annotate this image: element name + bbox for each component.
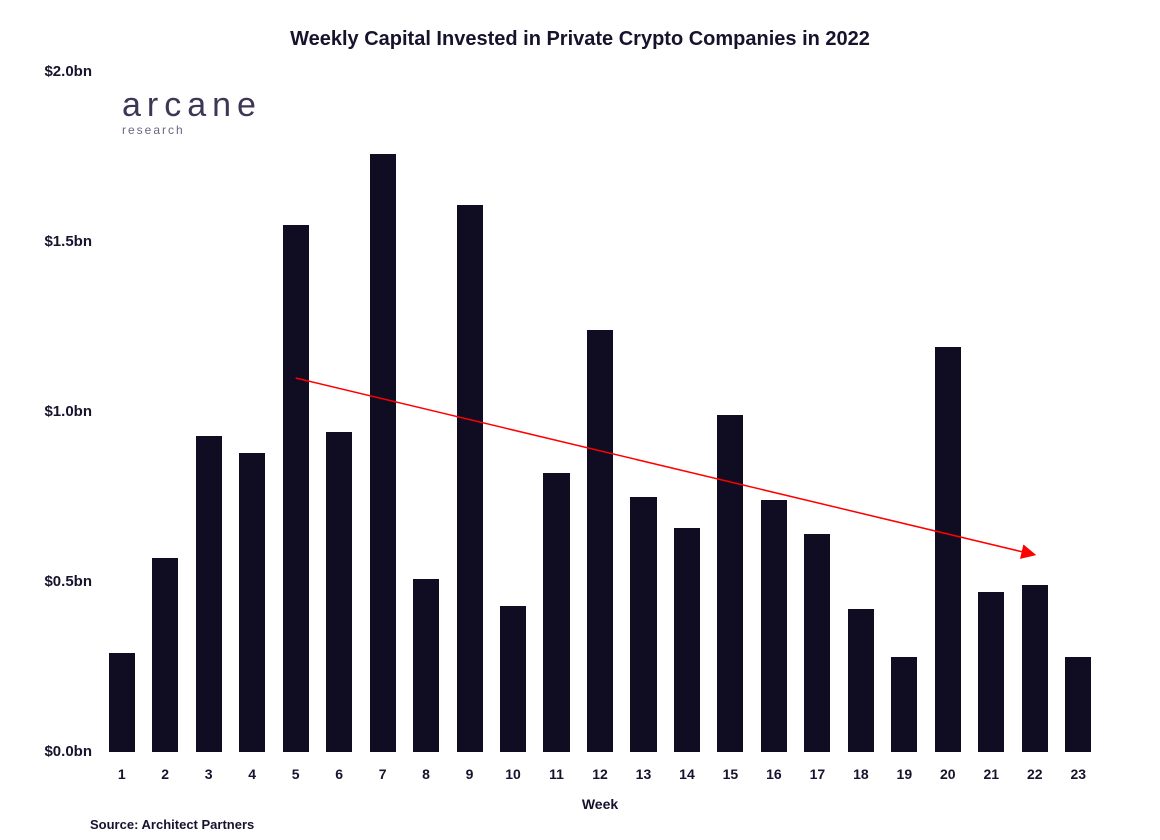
x-tick-label: 13 (636, 766, 652, 782)
source-label: Source: Architect Partners (90, 817, 254, 832)
bar (891, 657, 917, 752)
x-tick-label: 21 (984, 766, 1000, 782)
bar (283, 225, 309, 752)
bar (109, 653, 135, 752)
bar (1065, 657, 1091, 752)
x-tick-label: 5 (292, 766, 300, 782)
bar (196, 436, 222, 752)
y-tick-label: $2.0bn (12, 63, 92, 80)
bar (543, 473, 569, 752)
bar (457, 205, 483, 752)
x-tick-label: 4 (248, 766, 256, 782)
x-tick-label: 18 (853, 766, 869, 782)
bar (152, 558, 178, 752)
bar (630, 497, 656, 752)
bar (848, 609, 874, 752)
x-tick-label: 19 (897, 766, 913, 782)
bar (587, 330, 613, 752)
x-tick-label: 9 (466, 766, 474, 782)
x-tick-label: 11 (549, 766, 564, 782)
bar (717, 415, 743, 752)
bar (935, 347, 961, 752)
bar (1022, 585, 1048, 752)
bar (804, 534, 830, 752)
x-tick-label: 22 (1027, 766, 1043, 782)
bar (413, 579, 439, 752)
x-tick-label: 17 (810, 766, 826, 782)
x-tick-label: 16 (766, 766, 782, 782)
bar (761, 500, 787, 752)
bar (370, 154, 396, 752)
x-tick-label: 23 (1070, 766, 1086, 782)
chart-plot-area (100, 72, 1100, 752)
bar (674, 528, 700, 752)
x-tick-label: 20 (940, 766, 956, 782)
x-tick-label: 3 (205, 766, 213, 782)
x-tick-label: 12 (592, 766, 608, 782)
bar (500, 606, 526, 752)
chart-title: Weekly Capital Invested in Private Crypt… (0, 28, 1160, 51)
y-tick-label: $1.5bn (12, 233, 92, 250)
x-tick-label: 1 (118, 766, 126, 782)
x-tick-label: 2 (161, 766, 169, 782)
x-tick-label: 8 (422, 766, 430, 782)
x-tick-label: 10 (505, 766, 521, 782)
x-tick-label: 15 (723, 766, 739, 782)
bar (978, 592, 1004, 752)
bar (326, 432, 352, 752)
x-tick-label: 6 (335, 766, 343, 782)
y-tick-label: $0.0bn (12, 743, 92, 760)
y-tick-label: $0.5bn (12, 573, 92, 590)
x-tick-label: 7 (379, 766, 387, 782)
x-tick-label: 14 (679, 766, 695, 782)
y-tick-label: $1.0bn (12, 403, 92, 420)
bar (239, 453, 265, 752)
x-axis-title: Week (582, 796, 618, 812)
